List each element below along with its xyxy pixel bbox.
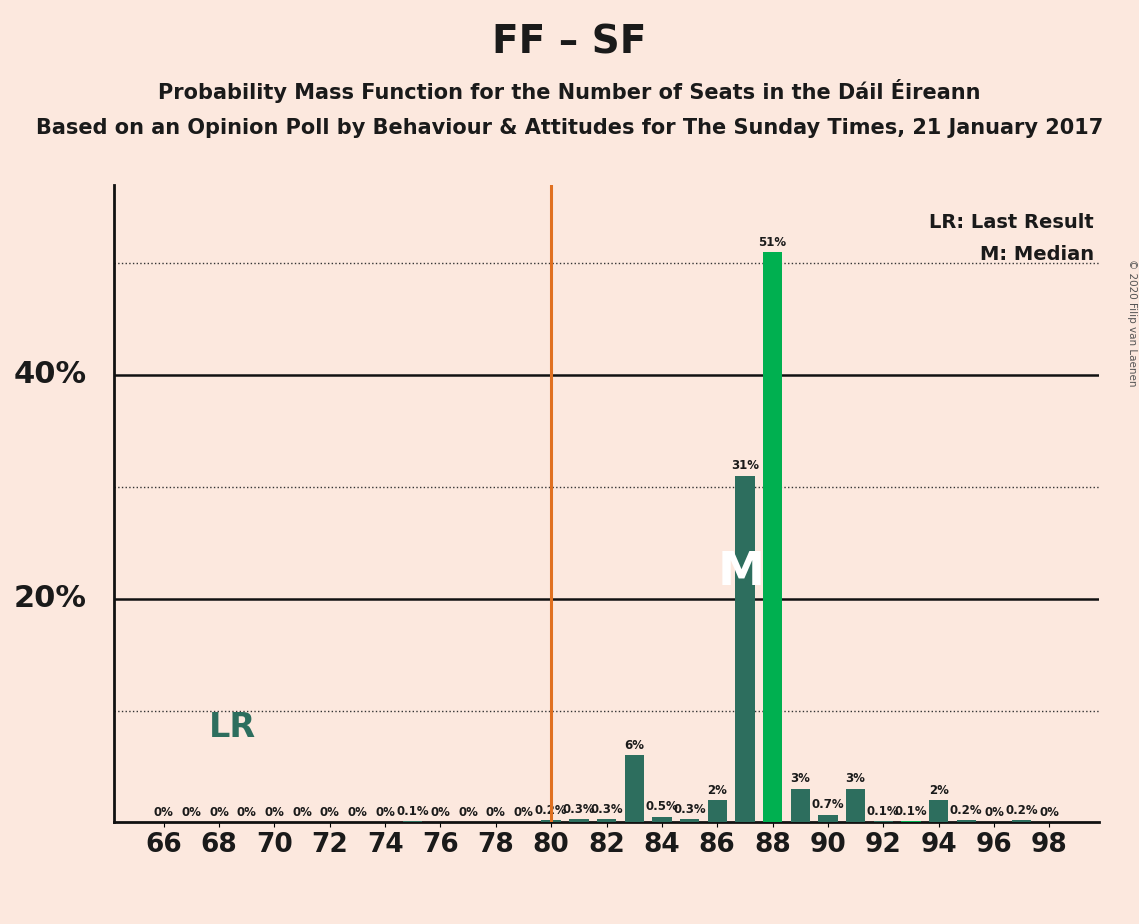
Bar <box>597 819 616 822</box>
Bar <box>680 819 699 822</box>
Text: 0.1%: 0.1% <box>396 805 429 818</box>
Text: LR: LR <box>210 711 256 744</box>
Text: M: Median: M: Median <box>980 246 1095 264</box>
Bar <box>763 252 782 822</box>
Bar <box>929 800 949 822</box>
Text: 2%: 2% <box>707 784 727 796</box>
Text: 3%: 3% <box>845 772 866 785</box>
Text: 3%: 3% <box>790 772 810 785</box>
Bar <box>901 821 920 822</box>
Text: 0%: 0% <box>431 806 450 819</box>
Text: Probability Mass Function for the Number of Seats in the Dáil Éireann: Probability Mass Function for the Number… <box>158 79 981 103</box>
Text: FF – SF: FF – SF <box>492 23 647 61</box>
Bar <box>790 789 810 822</box>
Text: 0%: 0% <box>237 806 256 819</box>
Text: 0%: 0% <box>984 806 1003 819</box>
Text: 0.3%: 0.3% <box>673 803 706 816</box>
Text: 0%: 0% <box>486 806 506 819</box>
Text: 0%: 0% <box>181 806 202 819</box>
Text: 0%: 0% <box>320 806 339 819</box>
Text: 20%: 20% <box>14 584 87 614</box>
Text: 0%: 0% <box>154 806 173 819</box>
Text: 0.1%: 0.1% <box>894 805 927 818</box>
Bar <box>874 821 893 822</box>
Text: 0%: 0% <box>292 806 312 819</box>
Bar <box>707 800 727 822</box>
Text: 31%: 31% <box>731 459 759 472</box>
Text: 0.3%: 0.3% <box>590 803 623 816</box>
Text: 0.1%: 0.1% <box>867 805 900 818</box>
Bar <box>653 817 672 822</box>
Text: 0%: 0% <box>210 806 229 819</box>
Text: Based on an Opinion Poll by Behaviour & Attitudes for The Sunday Times, 21 Janua: Based on an Opinion Poll by Behaviour & … <box>35 118 1104 139</box>
Text: 51%: 51% <box>759 236 787 249</box>
Text: © 2020 Filip van Laenen: © 2020 Filip van Laenen <box>1126 259 1137 386</box>
Bar <box>570 819 589 822</box>
Bar <box>403 821 423 822</box>
Text: 2%: 2% <box>928 784 949 796</box>
Text: 0.2%: 0.2% <box>535 804 567 817</box>
Text: 0.5%: 0.5% <box>646 800 678 813</box>
Text: 40%: 40% <box>14 360 87 389</box>
Text: 0.7%: 0.7% <box>812 798 844 811</box>
Bar <box>818 815 837 822</box>
Bar <box>624 755 644 822</box>
Text: LR: Last Result: LR: Last Result <box>929 213 1095 233</box>
Text: 0%: 0% <box>264 806 285 819</box>
Text: M: M <box>718 550 764 595</box>
Text: 0.2%: 0.2% <box>1006 804 1038 817</box>
Bar <box>957 821 976 822</box>
Bar <box>735 476 754 822</box>
Text: 6%: 6% <box>624 739 645 752</box>
Bar <box>1011 821 1031 822</box>
Text: 0.2%: 0.2% <box>950 804 983 817</box>
Text: 0%: 0% <box>347 806 368 819</box>
Text: 0%: 0% <box>458 806 478 819</box>
Text: 0%: 0% <box>1040 806 1059 819</box>
Text: 0%: 0% <box>514 806 533 819</box>
Text: 0.3%: 0.3% <box>563 803 596 816</box>
Text: 0%: 0% <box>375 806 395 819</box>
Bar <box>541 821 560 822</box>
Bar <box>846 789 866 822</box>
